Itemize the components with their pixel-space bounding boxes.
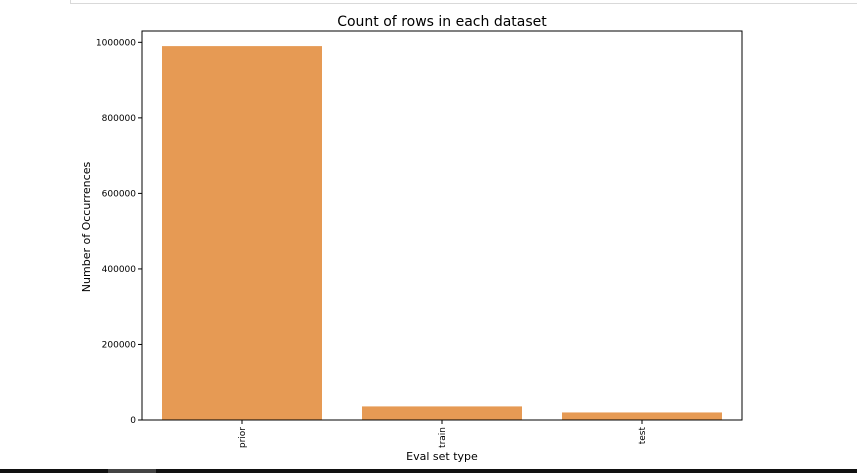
chart-title: Count of rows in each dataset — [337, 14, 547, 30]
bar-test — [562, 412, 722, 420]
bar-prior — [162, 46, 322, 420]
y-tick-label: 600000 — [102, 189, 137, 199]
x-tick-label-prior: prior — [238, 427, 248, 448]
scrollbar-thumb[interactable] — [108, 469, 156, 473]
y-tick-label: 400000 — [102, 265, 137, 275]
y-tick-label: 0 — [130, 416, 136, 426]
y-axis-label: Number of Occurrences — [80, 162, 93, 293]
x-axis-label: Eval set type — [406, 450, 478, 463]
notebook-cell-frame — [70, 0, 857, 4]
plot-area: 0 200000 400000 600000 800000 1000000 prior tra… — [96, 38, 722, 448]
bar-train — [362, 406, 522, 420]
bottom-scrollbar[interactable] — [0, 469, 857, 473]
x-tick-label-test: test — [638, 427, 648, 445]
y-tick-label: 800000 — [102, 114, 137, 124]
plot-frame — [141, 30, 743, 421]
x-tick-label-train: train — [438, 427, 448, 448]
y-tick-label: 1000000 — [96, 38, 136, 48]
y-tick-label: 200000 — [102, 340, 137, 350]
